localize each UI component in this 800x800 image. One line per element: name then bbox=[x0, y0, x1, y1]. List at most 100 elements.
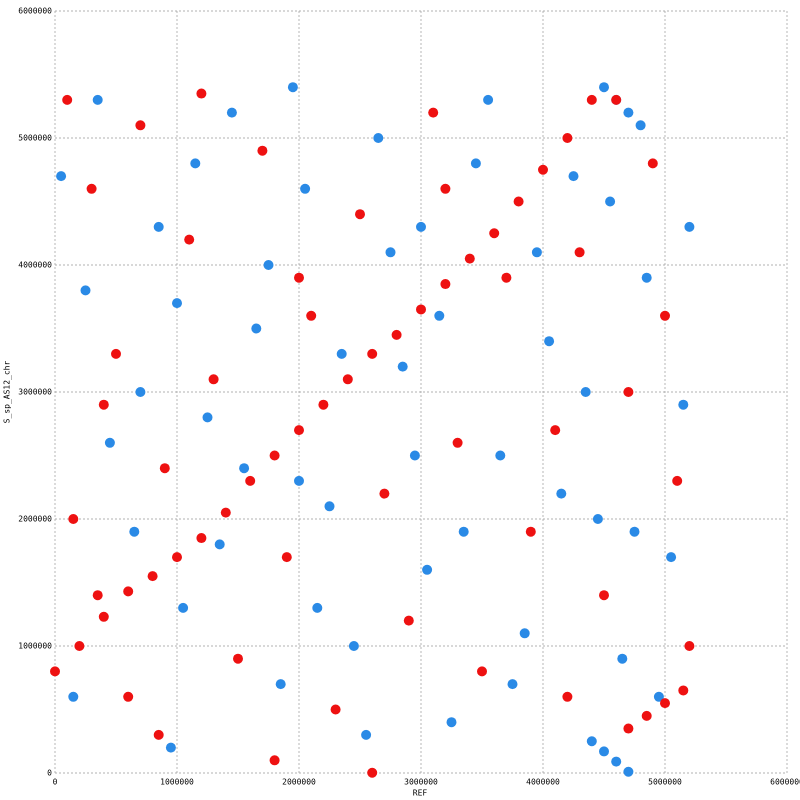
point bbox=[159, 463, 170, 474]
point bbox=[178, 602, 189, 613]
point bbox=[50, 666, 60, 677]
point bbox=[251, 323, 262, 334]
point bbox=[635, 120, 646, 131]
point bbox=[92, 94, 103, 105]
x-tick-label: 4000000 bbox=[526, 778, 560, 787]
point bbox=[440, 183, 451, 194]
point bbox=[135, 387, 146, 397]
point bbox=[98, 611, 109, 622]
point bbox=[446, 717, 457, 728]
point bbox=[196, 88, 207, 99]
point bbox=[623, 766, 634, 777]
x-axis-label: REF bbox=[413, 789, 428, 798]
point bbox=[312, 602, 323, 613]
point bbox=[568, 171, 579, 182]
point bbox=[623, 723, 634, 734]
point bbox=[391, 329, 402, 340]
point bbox=[470, 158, 481, 169]
point bbox=[68, 514, 79, 524]
point bbox=[562, 691, 573, 702]
point bbox=[74, 641, 85, 651]
point bbox=[660, 698, 670, 709]
point bbox=[440, 279, 451, 290]
y-tick-label: 2000000 bbox=[18, 515, 52, 524]
point bbox=[653, 691, 664, 702]
point bbox=[153, 221, 164, 232]
point bbox=[348, 641, 359, 651]
x-tick-label: 2000000 bbox=[282, 778, 316, 787]
point bbox=[660, 310, 670, 321]
point bbox=[397, 361, 408, 372]
point bbox=[599, 746, 609, 757]
point bbox=[336, 348, 347, 359]
point bbox=[678, 685, 689, 696]
point bbox=[226, 107, 237, 118]
y-tick-label: 5000000 bbox=[18, 134, 52, 143]
point bbox=[123, 586, 134, 597]
point bbox=[611, 94, 622, 105]
point bbox=[257, 145, 268, 156]
y-tick-label: 6000000 bbox=[18, 7, 52, 16]
point bbox=[294, 425, 304, 436]
point bbox=[629, 526, 640, 537]
y-tick-label: 4000000 bbox=[18, 261, 52, 270]
point bbox=[287, 82, 298, 93]
point bbox=[330, 704, 341, 715]
point bbox=[172, 298, 182, 309]
point bbox=[574, 247, 585, 258]
point bbox=[599, 82, 609, 93]
point bbox=[165, 742, 176, 753]
point bbox=[605, 196, 616, 207]
point bbox=[318, 399, 329, 410]
point bbox=[324, 501, 335, 512]
point bbox=[239, 463, 250, 474]
point bbox=[263, 260, 274, 270]
point bbox=[519, 628, 530, 639]
point bbox=[672, 475, 683, 486]
point bbox=[367, 348, 378, 359]
point bbox=[233, 653, 243, 664]
point bbox=[245, 475, 256, 486]
point bbox=[129, 526, 140, 537]
point bbox=[172, 552, 182, 563]
x-tick-label: 5000000 bbox=[648, 778, 682, 787]
point bbox=[458, 526, 469, 537]
point bbox=[623, 387, 634, 397]
point bbox=[342, 374, 353, 385]
point bbox=[281, 552, 292, 563]
x-tick-label: 0 bbox=[53, 778, 58, 787]
point bbox=[501, 272, 512, 283]
point bbox=[580, 387, 591, 397]
point bbox=[538, 164, 548, 175]
point bbox=[104, 437, 115, 448]
point bbox=[513, 196, 524, 207]
x-tick-label: 6000000 bbox=[770, 778, 800, 787]
point bbox=[355, 209, 365, 220]
point bbox=[294, 475, 304, 486]
point bbox=[403, 615, 414, 626]
point bbox=[556, 488, 567, 499]
point bbox=[641, 272, 652, 283]
point bbox=[586, 94, 597, 105]
point bbox=[641, 710, 652, 721]
point bbox=[80, 285, 91, 296]
point bbox=[495, 450, 506, 461]
point bbox=[111, 348, 121, 359]
point bbox=[92, 590, 103, 601]
point bbox=[416, 304, 426, 315]
point bbox=[623, 107, 634, 118]
point bbox=[202, 412, 213, 423]
point bbox=[592, 514, 603, 524]
point bbox=[147, 571, 158, 582]
point bbox=[684, 221, 695, 232]
x-tick-label: 1000000 bbox=[160, 778, 194, 787]
point bbox=[373, 133, 384, 143]
point bbox=[385, 247, 396, 258]
point bbox=[269, 755, 280, 766]
point bbox=[379, 488, 390, 499]
point bbox=[416, 221, 426, 232]
point bbox=[153, 729, 164, 740]
point bbox=[300, 183, 311, 194]
